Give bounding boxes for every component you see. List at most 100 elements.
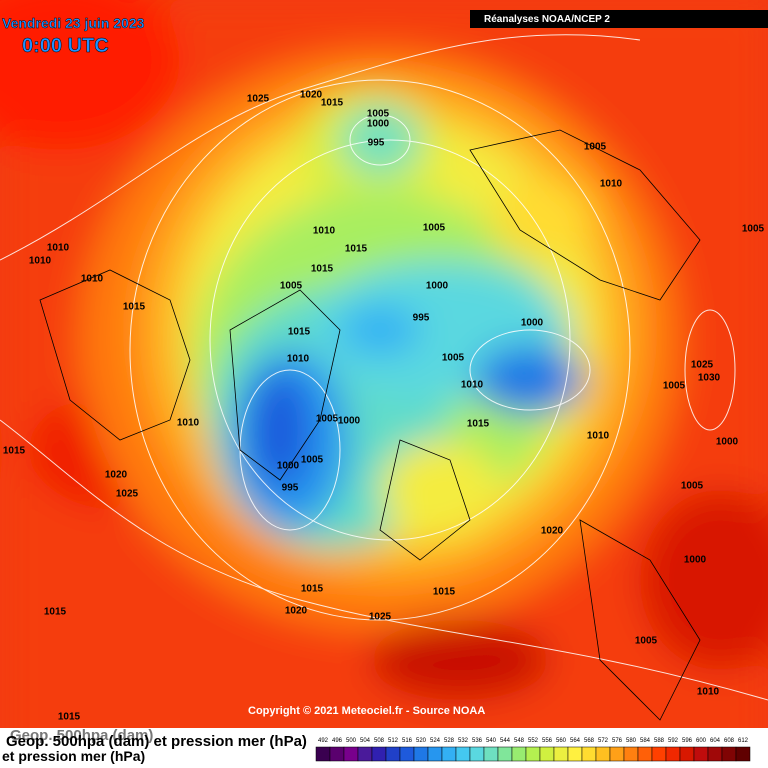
isobars [0, 34, 768, 701]
isobar-label: 1010 [47, 243, 70, 254]
colorbar-tick-label: 576 [612, 738, 623, 744]
isobar-label: 1005 [635, 636, 658, 647]
isobar-label: 1015 [3, 446, 26, 457]
colorbar-tick-label: 524 [430, 738, 441, 744]
colorbar-tick-label: 608 [724, 738, 735, 744]
colorbar-cell [693, 746, 709, 762]
colorbar-tick-label: 564 [570, 738, 581, 744]
colorbar-cell [665, 746, 681, 762]
isobar-label: 1010 [600, 179, 623, 190]
colorbar-cell [595, 746, 611, 762]
colorbar-tick-label: 528 [444, 738, 455, 744]
isobar-label: 1010 [697, 687, 720, 698]
isobar-label: 1025 [691, 360, 714, 371]
colorbar-tick-label: 568 [584, 738, 595, 744]
colorbar-tick-label: 520 [416, 738, 427, 744]
colorbar-cell [315, 746, 331, 762]
date-label: Vendredi 23 juin 2023 [2, 15, 145, 31]
isobar-label: 1010 [81, 274, 104, 285]
colorbar-cell [385, 746, 401, 762]
colorbar-cell [469, 746, 485, 762]
colorbar-tick-label: 604 [710, 738, 721, 744]
colorbar-cell [553, 746, 569, 762]
colorbar-cell [735, 746, 751, 762]
isobar-label: 1025 [369, 612, 392, 623]
isobar-label: 1005 [681, 481, 704, 492]
colorbar-tick-label: 552 [528, 738, 539, 744]
colorbar-tick-label: 536 [472, 738, 483, 744]
colorbar-cell [567, 746, 583, 762]
isobar-label: 1000 [716, 437, 739, 448]
colorbar-cell [329, 746, 345, 762]
isobar-label: 1005 [423, 223, 446, 234]
colorbar-tick-label: 512 [388, 738, 399, 744]
colorbar-cell [371, 746, 387, 762]
colorbar-tick-label: 560 [556, 738, 567, 744]
colorbar-cell [651, 746, 667, 762]
colorbar-cell [707, 746, 723, 762]
colorbar-cell [441, 746, 457, 762]
isobar-label: 1005 [367, 109, 390, 120]
isobar-label: 1025 [247, 94, 270, 105]
colorbar-cell [679, 746, 695, 762]
colorbar-cell [455, 746, 471, 762]
colorbar-tick-label: 540 [486, 738, 497, 744]
colorbar-cell [427, 746, 443, 762]
isobar-label: 1005 [316, 414, 339, 425]
isobar-label: 1005 [663, 381, 686, 392]
isobar-label: 1015 [288, 327, 311, 338]
colorbar-tick-label: 496 [332, 738, 343, 744]
isobar-label: 1000 [684, 555, 707, 566]
colorbar-cell [399, 746, 415, 762]
colorbar-cell [497, 746, 513, 762]
isobar-label: 995 [282, 483, 299, 494]
colorbar-cell [525, 746, 541, 762]
isobar-label: 1005 [584, 142, 607, 153]
isobar-label: 1010 [29, 256, 52, 267]
isobar-label: 1015 [345, 244, 368, 255]
colorbar-tick-label: 500 [346, 738, 357, 744]
time-label: 0:00 UTC [22, 35, 109, 57]
source-banner: Réanalyses NOAA/NCEP 2 [484, 14, 610, 25]
legend-title: Geop. 500hpa (dam) [10, 727, 153, 744]
isobar-label: 1020 [105, 470, 128, 481]
colorbar-tick-label: 596 [682, 738, 693, 744]
isobar-label: 1010 [587, 431, 610, 442]
colorbar-cell [539, 746, 555, 762]
colorbar-cell [721, 746, 737, 762]
colorbar-cell [637, 746, 653, 762]
colorbar-cell [511, 746, 527, 762]
colorbar-tick-label: 592 [668, 738, 679, 744]
isobar-label: 1015 [433, 587, 456, 598]
isobar-label: 1015 [123, 302, 146, 313]
isobar-label: 1000 [521, 318, 544, 329]
colorbar-tick-label: 588 [654, 738, 665, 744]
isobar-label: 1005 [301, 455, 324, 466]
colorbar-tick-label: 504 [360, 738, 371, 744]
isobar-label: 1000 [426, 281, 449, 292]
colorbar-tick-label: 600 [696, 738, 707, 744]
colorbar-tick-label: 508 [374, 738, 385, 744]
isobar-label: 1000 [338, 416, 361, 427]
isobar-label: 1005 [442, 353, 465, 364]
colorbar-cell [343, 746, 359, 762]
isobar-label: 1010 [287, 354, 310, 365]
isobar-label: 1010 [313, 226, 336, 237]
colorbar-tick-label: 580 [626, 738, 637, 744]
isobar-label: 1015 [58, 712, 81, 723]
isobar-label: 1005 [280, 281, 303, 292]
colorbar-cell [623, 746, 639, 762]
isobar-label: 1015 [311, 264, 334, 275]
isobar-label: 1015 [467, 419, 490, 430]
isobar-label: 995 [368, 138, 385, 149]
legend-title: Geop. 500hpa (dam) et pression mer (hPa) [6, 733, 307, 750]
colorbar-tick-label: 492 [318, 738, 329, 744]
isobar-label: 1005 [742, 224, 765, 235]
isobar-label: 1010 [461, 380, 484, 391]
colorbar-tick-label: 612 [738, 738, 749, 744]
isobar-label: 1015 [301, 584, 324, 595]
colorbar-tick-label: 544 [500, 738, 511, 744]
